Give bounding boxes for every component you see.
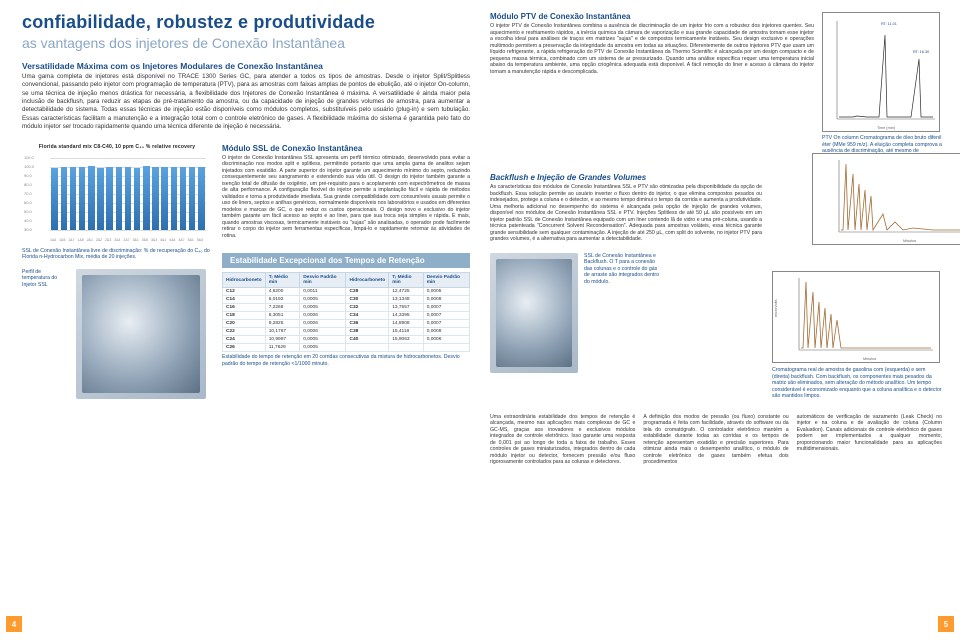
ptv-chrom-block: Time (min) RT: 11.01 RT: 16.30 PTV On co… <box>822 12 942 161</box>
backflush-body: As características dos módulos de Conexã… <box>490 184 762 243</box>
svg-text:microVolts: microVolts <box>774 299 778 317</box>
spread: confiabilidade, robustez e produtividade… <box>0 0 960 640</box>
photo-label-wrap: Perfil de temperatura do Injetor SSL <box>22 269 70 399</box>
main-title: confiabilidade, robustez e produtividade <box>22 12 470 33</box>
stability-columns: Uma extraordinária estabilidade dos temp… <box>490 414 942 466</box>
ssl-body: O injetor de Conexão Instantânea SSL apr… <box>222 155 470 240</box>
photo-label: Perfil de temperatura do Injetor SSL <box>22 269 70 289</box>
ptv-column: Módulo PTV de Conexão Instantânea O inje… <box>490 12 814 161</box>
chart-caption: SSL de Conexão Instantânea livre de disc… <box>22 248 212 261</box>
ssl-column: Módulo SSL de Conexão Instantânea O inje… <box>222 144 470 399</box>
page-number-left: 4 <box>6 616 22 632</box>
ptv-chromatogram: Time (min) RT: 11.01 RT: 16.30 <box>822 12 940 132</box>
recovery-chart: Florida standard mix C8-C40, 10 ppm C₄₀ … <box>22 144 212 244</box>
chart-block: Florida standard mix C8-C40, 10 ppm C₄₀ … <box>22 144 212 399</box>
injector-photo <box>76 269 206 399</box>
module-caption: SSL de Conexão Instantânea e Backflush. … <box>584 253 664 286</box>
photo-row: Perfil de temperatura do Injetor SSL <box>22 269 212 399</box>
module-photo <box>490 253 578 373</box>
ptv-heading: Módulo PTV de Conexão Instantânea <box>490 12 814 21</box>
rt2: RT: 16.30 <box>913 50 929 54</box>
ptv-body: O injetor PTV de Conexão Instantânea com… <box>490 23 814 75</box>
ssl-heading: Módulo SSL de Conexão Instantânea <box>222 144 470 153</box>
backflush-heading: Backflush e Injeção de Grandes Volumes <box>490 173 762 182</box>
bf-chart-left: Minutos microVolts <box>772 271 940 363</box>
intro-heading: Versatilidade Máxima com os Injetores Mo… <box>22 61 470 71</box>
backflush-row: Backflush e Injeção de Grandes Volumes A… <box>490 173 942 400</box>
backflush-text: Backflush e Injeção de Grandes Volumes A… <box>490 173 762 400</box>
page-left: confiabilidade, robustez e produtividade… <box>0 0 480 640</box>
main-subtitle: as vantagens dos injetores de Conexão In… <box>22 35 470 51</box>
backflush-charts: Minutos Minutos microVolts Cromatograma … <box>772 173 942 400</box>
xlabel: Time (min) <box>877 126 896 130</box>
module-photo-row: SSL de Conexão Instantânea e Backflush. … <box>490 253 762 373</box>
page-number-right: 5 <box>938 616 954 632</box>
chart-title: Florida standard mix C8-C40, 10 ppm C₄₀ … <box>22 144 212 150</box>
bf-chart-right: Minutos <box>812 153 960 245</box>
right-top-row: Módulo PTV de Conexão Instantânea O inje… <box>490 12 942 161</box>
bf-right-caption: Cromatograma real de amostra de gasolina… <box>772 367 942 400</box>
stability-band: Estabilidade Excepcional dos Tempos de R… <box>222 253 470 268</box>
retention-table: HidrocarbonetoTᵣ Médio minDesvio Padrão … <box>222 272 470 352</box>
page-right: Módulo PTV de Conexão Instantânea O inje… <box>480 0 960 640</box>
svg-text:Minutos: Minutos <box>903 239 916 243</box>
intro-body: Uma gama completa de injetores está disp… <box>22 73 470 132</box>
rt1: RT: 11.01 <box>881 22 897 26</box>
mid-row: Florida standard mix C8-C40, 10 ppm C₄₀ … <box>22 144 470 399</box>
table-footnote: Estabilidade do tempo de retenção em 20 … <box>222 354 470 367</box>
stab-col3: automáticos de verificação de vazamento … <box>797 414 942 466</box>
stab-col2: A definição dos modos de pressão (ou flu… <box>643 414 788 466</box>
stab-col1: Uma extraordinária estabilidade dos temp… <box>490 414 635 466</box>
svg-text:Minutos: Minutos <box>863 357 876 361</box>
